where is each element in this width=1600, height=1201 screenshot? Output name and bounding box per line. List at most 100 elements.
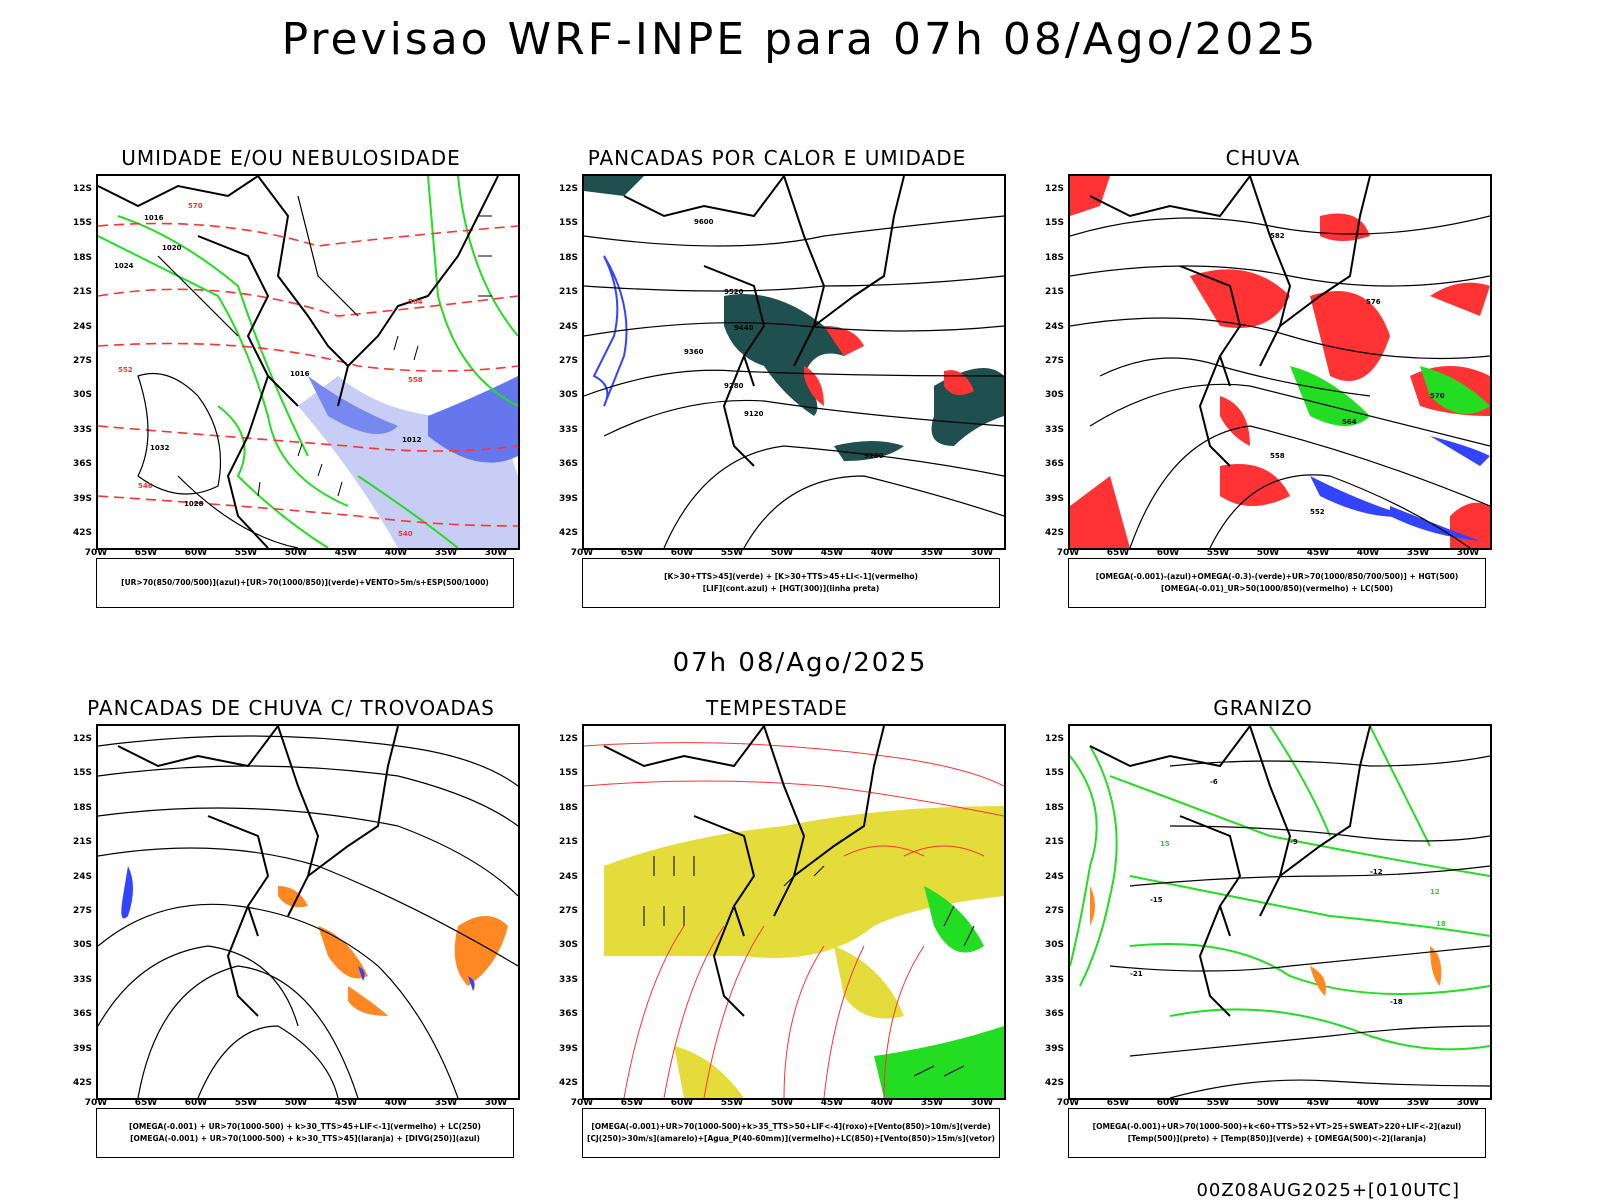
lon-label: 65W bbox=[1106, 1098, 1130, 1108]
contour-label: 582 bbox=[1270, 232, 1285, 240]
panel-title: UMIDADE E/OU NEBULOSIDADE bbox=[121, 146, 461, 170]
lon-label: 60W bbox=[1156, 1098, 1180, 1108]
lat-label: 24S bbox=[72, 871, 92, 882]
map-storm bbox=[582, 724, 1006, 1100]
contour-label: 9200 bbox=[864, 452, 884, 460]
lat-label: 33S bbox=[1044, 424, 1064, 435]
lat-label: 27S bbox=[1044, 356, 1064, 366]
lon-label: 30W bbox=[484, 1098, 508, 1108]
lon-label: 45W bbox=[820, 1098, 844, 1108]
lon-label: 35W bbox=[920, 548, 944, 558]
lat-label: 30S bbox=[1044, 940, 1064, 951]
lon-label: 60W bbox=[184, 548, 208, 558]
lon-label: 70W bbox=[1056, 1098, 1080, 1108]
lon-label: 40W bbox=[870, 1098, 894, 1108]
contour-label: 12 bbox=[1430, 888, 1440, 896]
lon-label: 35W bbox=[1406, 548, 1430, 558]
contour-label: -18 bbox=[1390, 998, 1403, 1006]
contour-label: 1016 bbox=[290, 370, 310, 378]
lat-label: 30S bbox=[72, 390, 92, 401]
mid-title: 07h 08/Ago/2025 bbox=[672, 648, 928, 678]
lat-label: 33S bbox=[72, 424, 92, 435]
lon-label: 35W bbox=[434, 1098, 458, 1108]
lat-label: 12S bbox=[558, 184, 578, 194]
lat-label: 30S bbox=[1044, 390, 1064, 401]
legend: [UR>70(850/700/500)](azul)+[UR>70(1000/8… bbox=[96, 558, 514, 608]
lon-label: 70W bbox=[570, 1098, 594, 1108]
lat-label: 15S bbox=[558, 768, 578, 779]
lat-label: 30S bbox=[558, 390, 578, 401]
lon-label: 35W bbox=[1406, 1098, 1430, 1108]
contour-label: 1020 bbox=[162, 244, 182, 252]
lon-label: 60W bbox=[670, 548, 694, 558]
panel-title: PANCADAS POR CALOR E UMIDADE bbox=[587, 146, 967, 170]
lon-label: 55W bbox=[234, 548, 258, 558]
lon-label: 55W bbox=[234, 1098, 258, 1108]
lat-label: 24S bbox=[1044, 871, 1064, 882]
contour-label: 558 bbox=[408, 376, 423, 384]
map-heat-showers: 9600 9520 9440 9360 9280 9200 9120 bbox=[582, 174, 1006, 550]
lon-label: 70W bbox=[84, 548, 108, 558]
panel-heat-showers: PANCADAS POR CALOR E UMIDADE bbox=[542, 146, 1012, 636]
footer-timestamp: 00Z08AUG2025+[010UTC] bbox=[1196, 1180, 1460, 1201]
contour-label: 9520 bbox=[724, 288, 744, 296]
lon-label: 45W bbox=[334, 1098, 358, 1108]
lon-label: 60W bbox=[184, 1098, 208, 1108]
lon-label: 70W bbox=[84, 1098, 108, 1108]
lat-label: 39S bbox=[1044, 1043, 1064, 1054]
lat-label: 18S bbox=[558, 802, 578, 813]
map-hail: -6 -9 -12 -15 -18 -21 12 15 18 bbox=[1068, 724, 1492, 1100]
lat-label: 36S bbox=[1044, 1009, 1064, 1020]
lon-label: 35W bbox=[434, 548, 458, 558]
lat-label: 21S bbox=[72, 287, 92, 298]
lat-label: 33S bbox=[558, 974, 578, 985]
contour-label: 540 bbox=[398, 530, 413, 538]
lat-label: 30S bbox=[72, 940, 92, 951]
contour-label: 1016 bbox=[144, 214, 164, 222]
contour-label: 570 bbox=[188, 202, 203, 210]
lat-label: 33S bbox=[72, 974, 92, 985]
lat-label: 30S bbox=[558, 940, 578, 951]
lat-label: 12S bbox=[72, 734, 92, 744]
contour-label: 552 bbox=[1310, 508, 1325, 516]
lon-label: 70W bbox=[570, 548, 594, 558]
contour-label: -6 bbox=[1210, 778, 1218, 786]
lon-label: 50W bbox=[770, 548, 794, 558]
lat-label: 12S bbox=[558, 734, 578, 744]
lon-label: 65W bbox=[134, 1098, 158, 1108]
lat-label: 21S bbox=[1044, 837, 1064, 848]
lat-label: 27S bbox=[1044, 906, 1064, 916]
lat-label: 15S bbox=[72, 218, 92, 229]
lat-label: 36S bbox=[1044, 459, 1064, 470]
lon-label: 55W bbox=[1206, 1098, 1230, 1108]
contour-label: 9440 bbox=[734, 324, 754, 332]
lon-label: 45W bbox=[1306, 1098, 1330, 1108]
contour-label: 9120 bbox=[744, 410, 764, 418]
lon-label: 50W bbox=[1256, 548, 1280, 558]
lon-label: 30W bbox=[970, 1098, 994, 1108]
lat-label: 36S bbox=[72, 459, 92, 470]
contour-label: 18 bbox=[1436, 920, 1446, 928]
lon-label: 50W bbox=[770, 1098, 794, 1108]
lon-label: 55W bbox=[720, 1098, 744, 1108]
contour-label: 1028 bbox=[184, 500, 204, 508]
lat-label: 36S bbox=[558, 1009, 578, 1020]
lon-label: 50W bbox=[284, 548, 308, 558]
map-humidity: 1016 1020 1024 1028 1032 1016 1012 570 5… bbox=[96, 174, 520, 550]
contour-label: -21 bbox=[1130, 970, 1143, 978]
lon-label: 65W bbox=[1106, 548, 1130, 558]
lat-label: 18S bbox=[558, 252, 578, 263]
lon-label: 60W bbox=[670, 1098, 694, 1108]
lat-label: 42S bbox=[1044, 1078, 1064, 1088]
lon-label: 40W bbox=[870, 548, 894, 558]
panel-thunderstorm-showers: PANCADAS DE CHUVA C/ TROVOADAS [OMEGA( bbox=[56, 696, 526, 1186]
lat-label: 42S bbox=[1044, 528, 1064, 538]
contour-label: 558 bbox=[1270, 452, 1285, 460]
contour-label: 9360 bbox=[684, 348, 704, 356]
contour-label: 570 bbox=[1430, 392, 1445, 400]
lon-label: 55W bbox=[720, 548, 744, 558]
contour-label: 552 bbox=[118, 366, 133, 374]
lat-label: 24S bbox=[558, 321, 578, 332]
lon-label: 55W bbox=[1206, 548, 1230, 558]
lon-label: 45W bbox=[1306, 548, 1330, 558]
